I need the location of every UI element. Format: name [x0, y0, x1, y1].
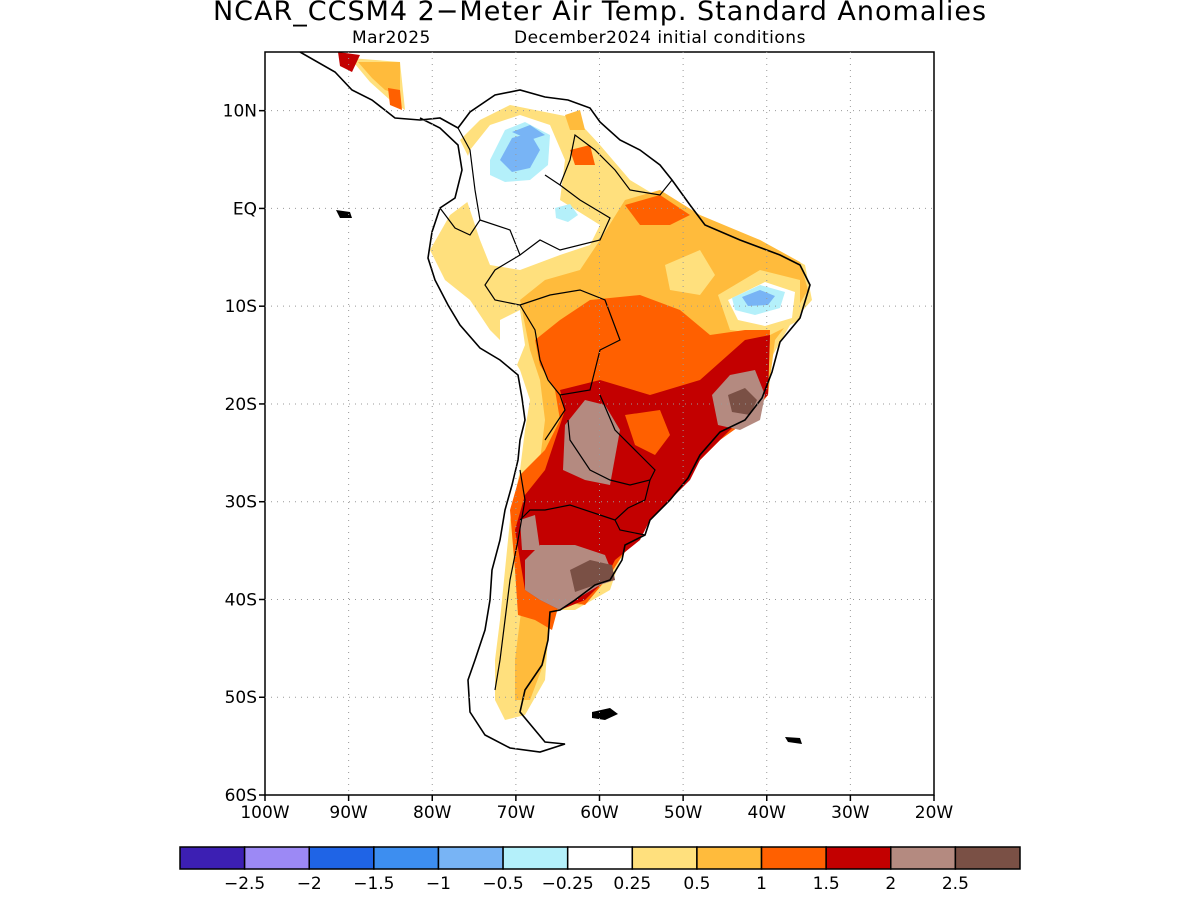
anomaly-neg-0.5-region: [500, 133, 540, 172]
lon-tick-label: 80W: [413, 803, 452, 823]
anomaly-2.5-region: [728, 388, 757, 415]
anomaly-2-region: [520, 515, 540, 550]
initial-conditions-label: December2024 initial conditions: [514, 28, 806, 48]
lat-tick-label: 60S: [225, 786, 257, 806]
colorbar: −2.5 −2 −1.5 −1 −0.5 −0.25 0.25 0.5 1 1.5 2 2.5: [179, 846, 1021, 894]
colorbar-label: −0.25: [542, 874, 594, 894]
lat-tick-label: EQ: [233, 199, 257, 219]
colorbar-swatch: [631, 846, 698, 870]
lon-tick-label: 50W: [664, 803, 703, 823]
anomaly-1.5-region: [338, 52, 360, 72]
lat-tick-label: 30S: [225, 493, 257, 513]
colorbar-swatch: [373, 846, 440, 870]
anomaly-2.5-region: [570, 560, 615, 592]
colorbar-swatch: [308, 846, 375, 870]
latitude-labels: 10N EQ 10S 20S 30S 40S 50S 60S: [223, 102, 265, 806]
colorbar-swatch: [502, 846, 569, 870]
lat-tick-label: 50S: [225, 688, 257, 708]
colorbar-swatch: [696, 846, 763, 870]
colorbar-swatch: [825, 846, 892, 870]
lon-tick-label: 40W: [748, 803, 787, 823]
colorbar-label: 2.5: [942, 874, 969, 894]
anomaly-0.5-region: [358, 62, 400, 95]
longitude-labels: 100W 90W 80W 70W 60W 50W 40W 30W 20W: [240, 795, 953, 823]
lat-tick-label: 40S: [225, 590, 257, 610]
colorbar-swatch: [243, 846, 310, 870]
country-borders: [439, 127, 673, 691]
lon-tick-label: 20W: [915, 803, 954, 823]
colorbar-swatch: [760, 846, 827, 870]
colorbar-label: −1.5: [353, 874, 394, 894]
colorbar-swatch: [890, 846, 957, 870]
lat-tick-label: 10S: [225, 297, 257, 317]
forecast-month: Mar2025: [352, 28, 431, 48]
anomaly-1-region: [570, 145, 595, 165]
anomaly-neg-0.25-region: [555, 204, 578, 222]
colorbar-label: −0.5: [482, 874, 523, 894]
anomaly-1-region: [388, 88, 402, 110]
anomaly-field: [299, 52, 812, 755]
colorbar-swatch: [437, 846, 504, 870]
anomaly-1-region: [625, 410, 670, 455]
lat-tick-label: 20S: [225, 395, 257, 415]
lon-tick-label: 30W: [831, 803, 870, 823]
lon-tick-label: 70W: [497, 803, 536, 823]
colorbar-label: −2.5: [224, 874, 265, 894]
colorbar-label: 2: [885, 874, 896, 894]
colorbar-swatch: [954, 846, 1021, 870]
colorbar-label: 1: [756, 874, 767, 894]
lon-tick-label: 60W: [580, 803, 619, 823]
colorbar-swatch: [566, 846, 634, 870]
lon-tick-label: 90W: [329, 803, 368, 823]
colorbar-label: −1: [426, 874, 451, 894]
colorbar-label: 0.5: [683, 874, 710, 894]
colorbar-swatch: [179, 846, 246, 870]
map-title: NCAR_CCSM4 2−Meter Air Temp. Standard An…: [212, 0, 988, 27]
colorbar-label: 0.25: [613, 874, 651, 894]
anomaly-1-region: [625, 195, 690, 225]
anomaly-neg-0.5-region: [742, 290, 775, 306]
anomaly-2-region: [563, 400, 620, 485]
lat-tick-label: 10N: [223, 102, 257, 122]
colorbar-label: −2: [297, 874, 322, 894]
coastline: [299, 52, 811, 753]
lon-tick-label: 100W: [240, 803, 289, 823]
near-normal-region: [500, 310, 525, 370]
anomaly-neg-0.5-region: [512, 125, 545, 140]
anomaly-1.5-region: [515, 335, 770, 610]
anomaly-0.5-region: [565, 110, 585, 130]
anomaly-0.25-region: [665, 250, 715, 295]
colorbar-label: 1.5: [813, 874, 840, 894]
